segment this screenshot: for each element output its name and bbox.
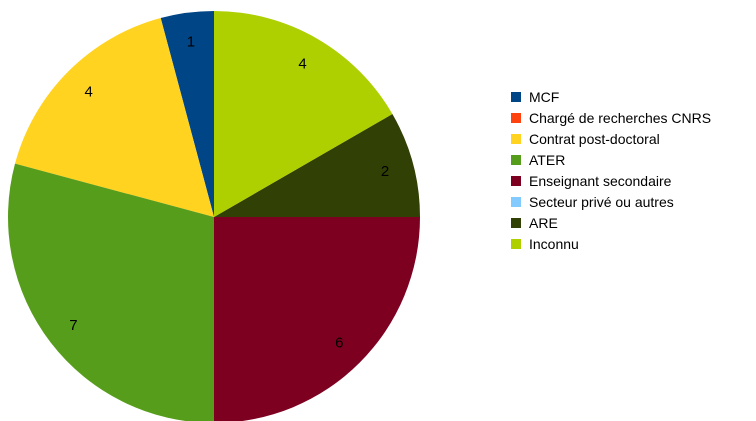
slice-value-label-contrat-post-doctoral: 4	[85, 84, 93, 101]
legend: MCF Chargé de recherches CNRS Contrat post…	[511, 89, 711, 252]
pie-slice-ater	[8, 163, 214, 421]
slice-value-label-enseignant-secondaire: 6	[335, 334, 343, 351]
legend-label-mcf: MCF	[529, 89, 559, 105]
legend-swatch-inconnu	[511, 239, 521, 249]
legend-label-charge-de-recherches-cnrs: Chargé de recherches CNRS	[529, 110, 711, 126]
slice-value-label-mcf: 1	[187, 33, 195, 50]
pie-slice-enseignant-secondaire	[214, 217, 420, 421]
pie-slices	[8, 11, 420, 421]
legend-swatch-ater	[511, 155, 521, 165]
slice-value-label-ater: 7	[69, 317, 77, 334]
legend-swatch-contrat-post-doctoral	[511, 134, 521, 144]
legend-swatch-mcf	[511, 92, 521, 102]
legend-swatch-enseignant-secondaire	[511, 176, 521, 186]
legend-swatch-charge-de-recherches-cnrs	[511, 113, 521, 123]
legend-swatch-secteur-prive-ou-autres	[511, 197, 521, 207]
slice-value-label-are: 2	[381, 163, 389, 180]
slice-value-label-inconnu: 4	[298, 56, 306, 73]
pie-slice-contrat-post-doctoral	[15, 18, 214, 217]
legend-label-ater: ATER	[529, 152, 565, 168]
pie-slice-are	[214, 114, 420, 217]
legend-label-contrat-post-doctoral: Contrat post-doctoral	[529, 131, 660, 147]
legend-label-inconnu: Inconnu	[529, 236, 579, 252]
legend-label-are: ARE	[529, 215, 558, 231]
legend-label-secteur-prive-ou-autres: Secteur privé ou autres	[529, 194, 674, 210]
pie-slice-inconnu	[214, 11, 393, 217]
legend-swatch-are	[511, 218, 521, 228]
legend-label-enseignant-secondaire: Enseignant secondaire	[529, 173, 672, 189]
slice-labels: 1 4 7 6 2 4	[69, 33, 389, 351]
pie-slice-mcf	[160, 11, 214, 217]
